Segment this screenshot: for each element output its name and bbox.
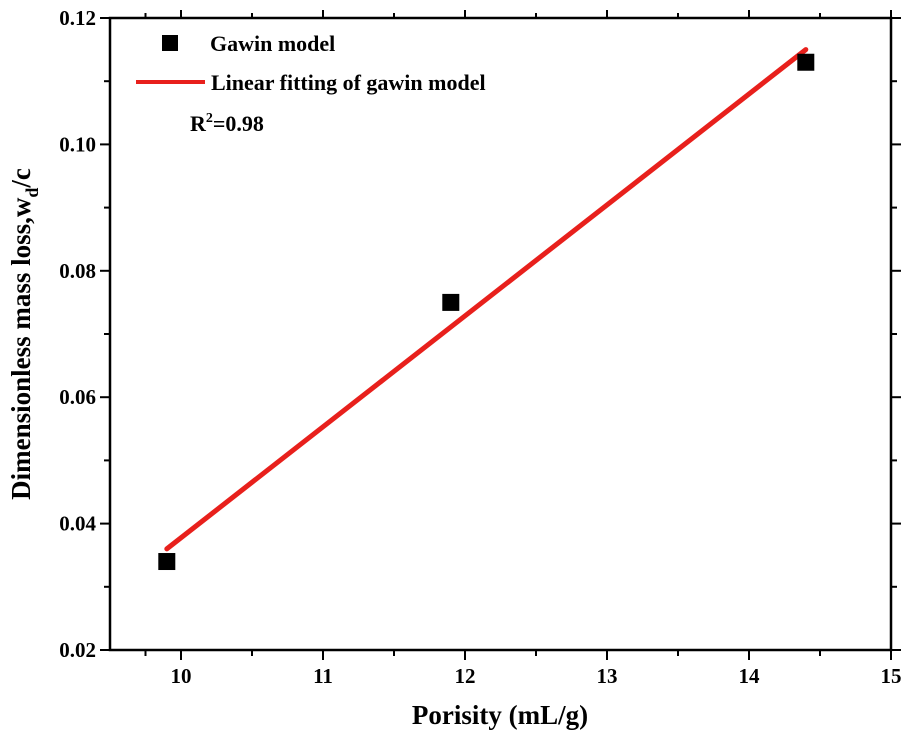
x-axis-title: Porisity (mL/g) <box>412 700 588 730</box>
y-axis-title: Dimensionless mass loss,wd/c <box>6 168 42 500</box>
r-squared-value: =0.98 <box>213 111 264 136</box>
x-tick-label: 13 <box>597 664 618 688</box>
data-point <box>158 553 176 571</box>
fit-line <box>164 47 809 552</box>
y-axis-ticks: 0.02 0.04 0.06 0.08 0.10 0.12 <box>59 6 901 662</box>
y-axis-title-main: Dimensionless mass loss,w <box>6 197 36 500</box>
r-squared-r: R <box>190 111 207 136</box>
y-axis-title-subscript: d <box>22 188 42 198</box>
x-tick-label: 10 <box>171 664 192 688</box>
legend: Gawin model Linear fitting of gawin mode… <box>136 31 486 136</box>
legend-label-linear-fit: Linear fitting of gawin model <box>211 70 486 95</box>
data-point <box>442 293 460 311</box>
y-tick-label: 0.10 <box>59 132 96 156</box>
y-tick-label: 0.12 <box>59 6 96 30</box>
y-tick-label: 0.02 <box>59 638 96 662</box>
legend-label-gawin-model: Gawin model <box>210 31 335 56</box>
legend-marker-gawin-model <box>162 35 178 51</box>
x-tick-label: 12 <box>455 664 476 688</box>
y-axis-title-tail: /c <box>6 168 36 189</box>
y-tick-label: 0.04 <box>59 512 96 536</box>
y-tick-label: 0.06 <box>59 385 96 409</box>
series-layer <box>158 47 815 571</box>
r-squared-annotation: R2=0.98 <box>190 111 264 136</box>
x-tick-label: 15 <box>881 664 902 688</box>
data-point <box>797 53 815 71</box>
r-squared-superscript: 2 <box>206 111 213 126</box>
x-tick-label: 14 <box>739 664 761 688</box>
x-tick-label: 11 <box>313 664 333 688</box>
x-axis-ticks: 10 11 12 13 14 15 <box>144 10 902 688</box>
y-tick-label: 0.08 <box>59 259 96 283</box>
